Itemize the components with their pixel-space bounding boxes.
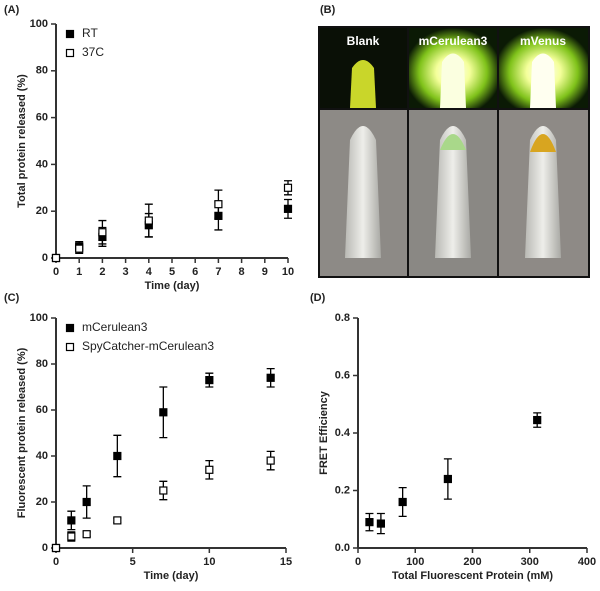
legend-marker <box>65 48 75 58</box>
marker <box>75 244 84 253</box>
x-tick-label: 9 <box>262 266 268 278</box>
photo-panel: Blank mCerulean3 mVenus (B) <box>318 4 590 278</box>
marker <box>82 530 91 539</box>
marker <box>82 497 91 507</box>
y-tick-label: 0.8 <box>335 312 350 324</box>
x-axis-label: Time (day) <box>145 280 200 292</box>
panel-label: (C) <box>4 292 20 304</box>
legend-marker <box>65 342 75 352</box>
marker <box>398 497 407 507</box>
x-tick-label: 3 <box>123 266 129 278</box>
x-tick-label: 6 <box>192 266 198 278</box>
x-tick-label: 0 <box>355 556 361 568</box>
tube-label: Blank <box>347 34 380 48</box>
panel-label: (B) <box>320 4 336 16</box>
tube-label: mVenus <box>520 34 566 48</box>
chart: (D) 0.0 0.2 0.4 0.6 0.8 0 100 200 300 400 Total Flu… <box>310 292 596 582</box>
y-tick-label: 80 <box>36 65 48 77</box>
marker <box>51 543 61 553</box>
x-tick-label: 1 <box>76 266 82 278</box>
marker <box>376 519 385 528</box>
chart: (C) 0 20 40 60 80 100 0 5 10 15 Time (day) Fluoresce… <box>4 292 292 582</box>
marker <box>443 474 452 484</box>
marker <box>266 456 275 465</box>
y-tick-label: 40 <box>36 450 48 462</box>
x-tick-label: 5 <box>130 556 136 568</box>
marker <box>159 408 168 417</box>
marker <box>159 486 168 495</box>
x-tick-label: 5 <box>169 266 175 278</box>
y-axis-label: Total protein released (%) <box>16 74 28 208</box>
x-tick-label: 8 <box>239 266 245 278</box>
marker <box>283 204 293 213</box>
marker <box>283 183 293 192</box>
x-tick-label: 200 <box>463 556 481 568</box>
legend-label: mCerulean3 <box>82 320 148 334</box>
marker <box>533 415 542 425</box>
chart: (A) 0 20 40 60 80 100 0 1 2 3 4 5 6 7 8 9 10 Time (day) Tot… <box>4 4 294 292</box>
marker <box>98 228 107 237</box>
marker <box>144 216 153 225</box>
marker <box>365 518 374 527</box>
y-tick-label: 80 <box>36 358 48 370</box>
y-tick-label: 100 <box>30 312 48 324</box>
legend-marker <box>65 323 75 333</box>
x-tick-label: 100 <box>406 556 424 568</box>
tube-label: mCerulean3 <box>419 34 488 48</box>
tube-liquid <box>530 134 556 152</box>
y-tick-label: 100 <box>30 18 48 30</box>
tube-liquid <box>440 134 466 150</box>
marker <box>51 253 61 263</box>
tube <box>435 126 471 258</box>
marker <box>67 516 76 525</box>
marker <box>214 200 223 209</box>
y-tick-label: 0 <box>42 542 48 554</box>
marker <box>205 376 214 385</box>
marker <box>266 373 275 382</box>
y-tick-label: 20 <box>36 205 48 217</box>
tube-glow <box>530 53 556 108</box>
y-tick-label: 0.2 <box>335 484 350 496</box>
x-tick-label: 10 <box>282 266 294 278</box>
y-tick-label: 60 <box>36 112 48 124</box>
panel-label: (A) <box>4 4 20 16</box>
legend-marker <box>65 29 75 39</box>
panel-label: (D) <box>310 292 326 304</box>
x-tick-label: 0 <box>53 266 59 278</box>
marker <box>113 516 122 525</box>
legend-label: RT <box>82 26 98 40</box>
x-tick-label: 300 <box>521 556 539 568</box>
x-tick-label: 0 <box>53 556 59 568</box>
legend-label: 37C <box>82 45 104 59</box>
x-axis-label: Total Fluorescent Protein (mM) <box>392 570 553 582</box>
x-tick-label: 10 <box>203 556 215 568</box>
y-tick-label: 60 <box>36 404 48 416</box>
x-tick-label: 2 <box>99 266 105 278</box>
y-tick-label: 0 <box>42 252 48 264</box>
y-axis-label: FRET Efficiency <box>318 390 330 475</box>
marker <box>67 532 76 541</box>
x-axis-label: Time (day) <box>144 570 199 582</box>
x-tick-label: 15 <box>280 556 292 568</box>
marker <box>113 451 122 461</box>
y-tick-label: 0.6 <box>335 369 350 381</box>
tube-glow <box>440 53 466 108</box>
tube-glow <box>350 60 376 108</box>
y-axis-label: Fluorescent protein released (%) <box>16 347 28 518</box>
legend-label: SpyCatcher-mCerulean3 <box>82 339 214 353</box>
marker <box>205 465 214 474</box>
tube <box>525 126 561 258</box>
x-tick-label: 7 <box>215 266 221 278</box>
y-tick-label: 0.0 <box>335 542 350 554</box>
y-tick-label: 40 <box>36 158 48 170</box>
tube <box>345 126 381 258</box>
x-tick-label: 4 <box>146 266 153 278</box>
x-tick-label: 400 <box>578 556 596 568</box>
y-tick-label: 0.4 <box>335 427 351 439</box>
y-tick-label: 20 <box>36 496 48 508</box>
